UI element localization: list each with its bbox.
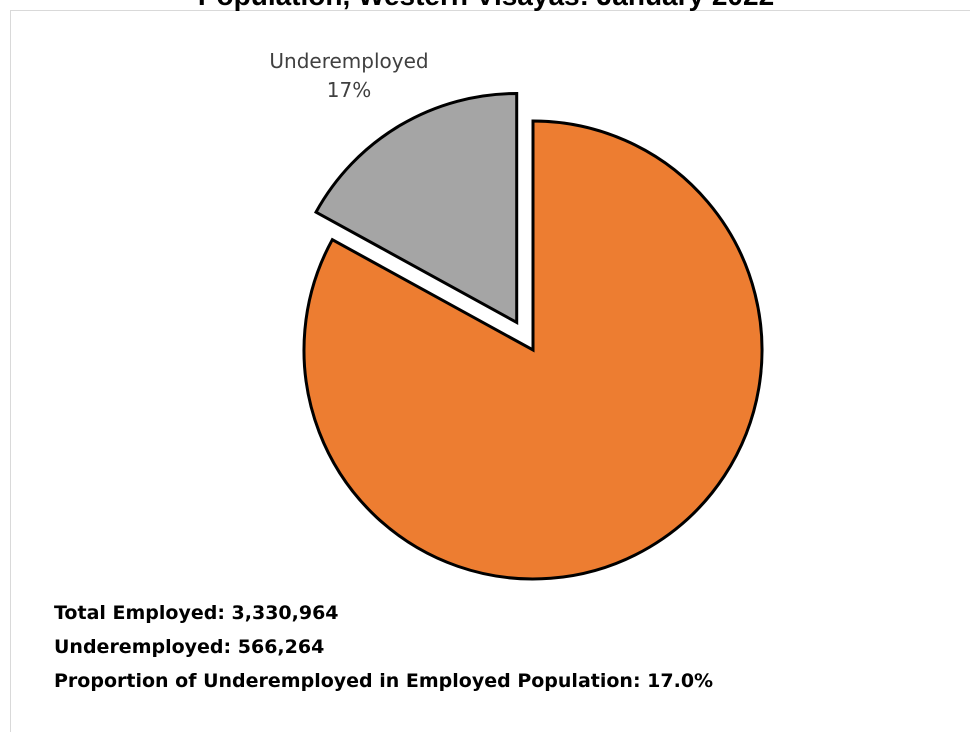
proportion-note: Proportion of Underemployed in Employed … (54, 670, 714, 692)
slice-label-underemployed-percent: 17% (327, 78, 371, 102)
chart-frame (10, 10, 970, 732)
chart-title: Population, Western Visayas: January 202… (0, 0, 972, 12)
pie-slice-underemployed (313, 91, 519, 325)
summary-notes: Total Employed: 3,330,964 Underemployed:… (54, 596, 713, 698)
slice-label-underemployed-name: Underemployed (269, 49, 428, 73)
total-employed-note: Total Employed: 3,330,964 (54, 602, 339, 624)
pie-slices (302, 91, 764, 581)
pie-slice-employed (302, 119, 764, 581)
underemployed-note: Underemployed: 566,264 (54, 636, 325, 658)
